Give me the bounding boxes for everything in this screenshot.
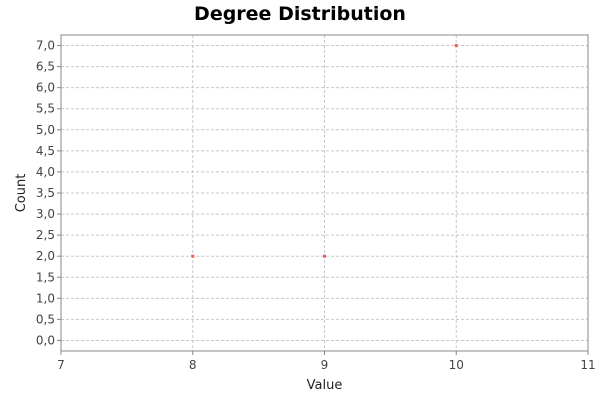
data-point <box>323 254 326 258</box>
y-tick-label: 0,0 <box>36 333 55 347</box>
y-tick-label: 0,5 <box>36 312 55 326</box>
y-axis-label: Count <box>14 174 29 213</box>
y-axis: 0,0 0,5 1,0 1,5 2,0 2,5 3,0 3,5 4,0 4,5 5,0 5,5 6,0 6… <box>36 39 61 347</box>
plot-border <box>60 34 589 352</box>
grid-lines <box>61 35 588 351</box>
y-tick-label: 3,0 <box>36 207 55 221</box>
y-tick-label: 1,5 <box>36 270 55 284</box>
data-point <box>454 44 458 48</box>
data-points <box>191 44 458 258</box>
y-tick-label: 2,5 <box>36 228 55 242</box>
x-tick-label: 9 <box>321 358 329 372</box>
y-tick-label: 3,5 <box>36 186 55 200</box>
chart-title: Degree Distribution <box>194 3 406 25</box>
x-tick-label: 11 <box>580 358 595 372</box>
y-tick-label: 6,5 <box>36 60 55 74</box>
y-tick-label: 6,0 <box>36 81 55 95</box>
y-tick-label: 4,5 <box>36 144 55 158</box>
data-point <box>191 254 195 258</box>
x-axis-label: Value <box>307 378 343 393</box>
x-axis: 7 8 9 10 11 <box>57 351 596 372</box>
x-tick-label: 7 <box>57 358 65 372</box>
y-tick-label: 7,0 <box>36 39 55 53</box>
y-tick-label: 4,0 <box>36 165 55 179</box>
y-tick-label: 5,5 <box>36 102 55 116</box>
y-tick-label: 1,0 <box>36 291 55 305</box>
y-tick-label: 2,0 <box>36 249 55 263</box>
x-tick-label: 8 <box>189 358 197 372</box>
y-tick-label: 5,0 <box>36 123 55 137</box>
x-tick-label: 10 <box>449 358 464 372</box>
